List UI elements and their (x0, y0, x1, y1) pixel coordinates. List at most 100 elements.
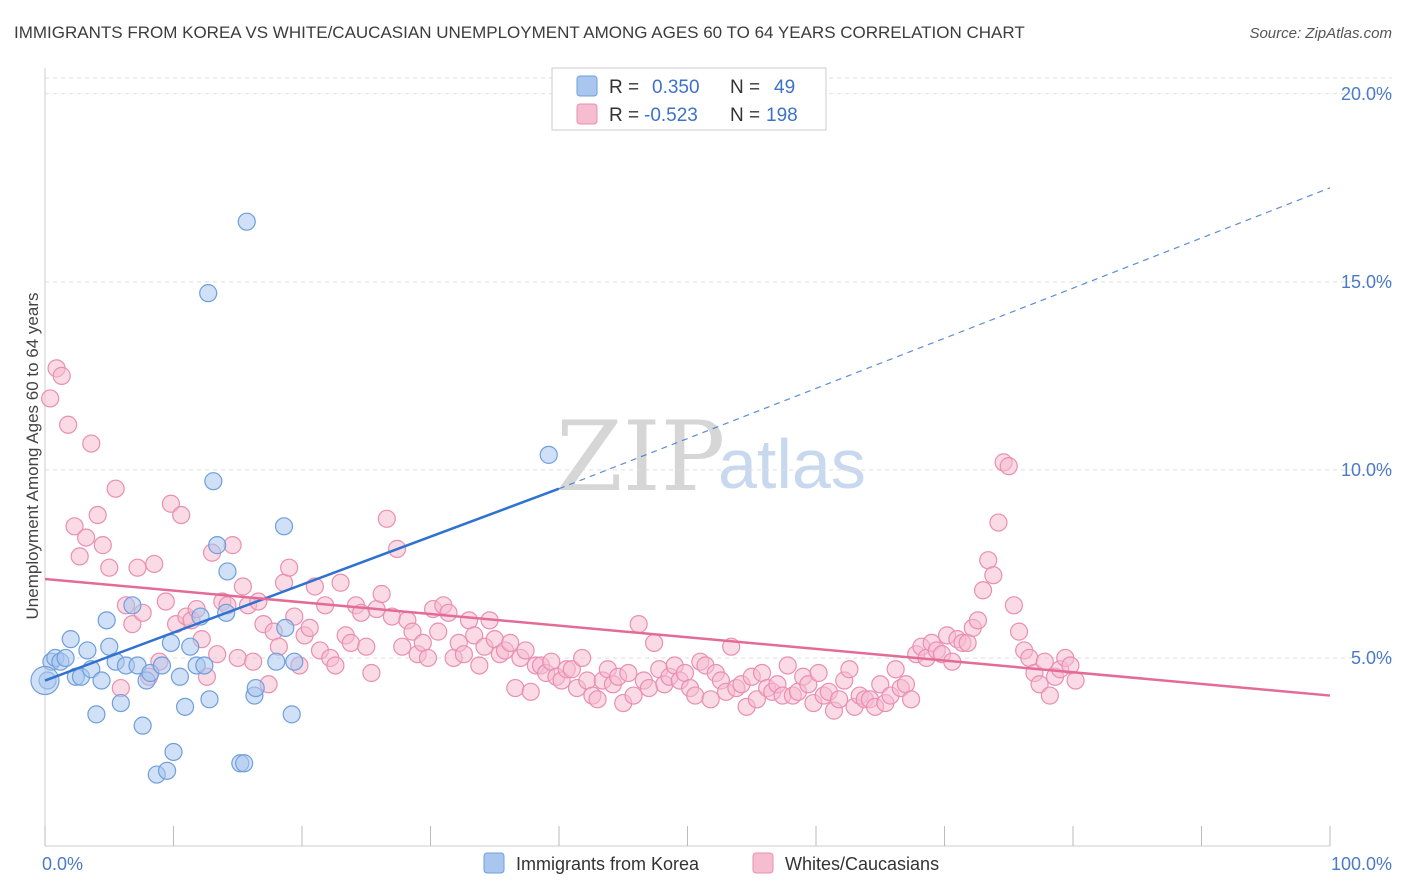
korea-point-29 (181, 637, 200, 656)
whites-point-162 (886, 660, 905, 679)
whites-point-111 (624, 686, 643, 705)
whites-point-126 (701, 690, 720, 709)
whites-point-81 (470, 656, 489, 675)
whites-point-35 (233, 577, 252, 596)
stats-legend: R = 0.350 N = 49 R = -0.523 N = 198 (551, 67, 827, 131)
korea-point-34 (208, 536, 227, 555)
korea-point-46 (276, 618, 295, 637)
legend-n-label-2: N = (730, 105, 760, 126)
legend-r-label-1: R = (609, 77, 639, 98)
whites-point-60 (362, 663, 381, 683)
whites-point-54 (331, 573, 350, 592)
korea-point-32 (195, 656, 214, 675)
whites-point-10 (100, 558, 119, 577)
korea-point-41 (237, 212, 256, 231)
whites-point-62 (372, 584, 391, 604)
whites-point-6 (77, 528, 96, 547)
korea-trend-line (44, 487, 560, 682)
whites-point-135 (747, 690, 766, 709)
whites-point-147 (809, 663, 828, 683)
legend-n-value-2: 198 (766, 105, 798, 126)
x-tick-labels: 0.0% 100.0% (42, 854, 1392, 874)
korea-point-47 (282, 705, 301, 724)
whites-point-11 (106, 479, 125, 498)
whites-point-0 (41, 389, 60, 408)
stats-legend-box (551, 67, 827, 131)
korea-point-4 (56, 648, 75, 668)
whites-point-87 (501, 633, 520, 653)
whites-point-115 (644, 633, 664, 653)
korea-point-17 (123, 596, 142, 615)
whites-point-180 (979, 551, 998, 570)
whites-point-182 (989, 513, 1008, 532)
korea-point-26 (164, 742, 183, 762)
whites-point-121 (675, 663, 695, 683)
korea-point-12 (97, 611, 116, 630)
whites-point-3 (59, 415, 78, 434)
korea-point-48 (285, 652, 304, 671)
whites-point-2 (52, 366, 71, 385)
whites-point-20 (156, 592, 175, 611)
gridlines (45, 77, 1392, 659)
bottom-legend-swatch-blue (483, 852, 505, 874)
whites-point-4 (65, 517, 84, 536)
whites-point-184 (999, 457, 1018, 476)
whites-point-159 (871, 675, 890, 694)
whites-point-185 (1004, 596, 1023, 615)
korea-point-40 (235, 754, 254, 773)
whites-point-42 (269, 637, 288, 656)
whites-point-56 (341, 633, 360, 653)
whites-point-123 (686, 686, 705, 705)
whites-point-165 (901, 690, 921, 709)
korea-point-49 (539, 445, 558, 464)
watermark: ZIP atlas (556, 401, 866, 513)
korea-point-38 (218, 562, 237, 581)
chart-title: IMMIGRANTS FROM KOREA VS WHITE/CAUCASIAN… (14, 23, 1025, 42)
korea-point-15 (111, 693, 130, 713)
whites-point-190 (1030, 675, 1049, 694)
korea-point-10 (87, 705, 106, 724)
whites-point-79 (459, 611, 479, 630)
korea-point-5 (61, 630, 80, 649)
whites-point-178 (968, 611, 988, 630)
legend-swatch-pink (576, 103, 598, 125)
watermark-atlas: atlas (718, 425, 866, 503)
x-tick-label-0: 0.0% (42, 854, 83, 874)
korea-point-13 (100, 637, 119, 656)
korea-point-28 (175, 697, 195, 716)
whites-point-99 (562, 660, 581, 679)
korea-point-36 (204, 472, 223, 491)
whites-point-63 (377, 509, 396, 528)
whites-point-8 (88, 505, 107, 525)
whites-point-136 (752, 663, 772, 683)
whites-point-70 (413, 633, 432, 653)
korea-point-24 (157, 761, 177, 780)
whites-point-153 (840, 660, 859, 679)
chart-source: Source: ZipAtlas.com (1249, 25, 1392, 42)
whites-point-91 (521, 682, 540, 701)
whites-point-114 (639, 678, 659, 698)
korea-point-11 (92, 671, 111, 690)
whites-point-191 (1035, 652, 1054, 671)
whites-point-151 (830, 690, 849, 709)
korea-point-44 (267, 652, 286, 671)
whites-point-197 (1066, 671, 1085, 690)
legend-n-value-1: 49 (774, 77, 795, 98)
axes (44, 68, 1331, 847)
whites-point-164 (896, 675, 916, 694)
whites-point-44 (280, 558, 299, 577)
whites-point-181 (984, 566, 1003, 585)
whites-point-23 (172, 505, 191, 525)
whites-point-9 (93, 536, 112, 555)
legend-r-value-1: 0.350 (652, 77, 700, 98)
korea-point-19 (133, 716, 152, 735)
whites-point-188 (1020, 648, 1039, 668)
whites-trend-line (44, 577, 1331, 697)
whites-point-18 (145, 554, 164, 574)
whites-point-110 (619, 663, 638, 683)
whites-point-192 (1040, 686, 1059, 705)
whites-point-15 (128, 558, 147, 577)
whites-point-90 (516, 641, 535, 660)
immigrants-from-korea-points (30, 212, 558, 784)
whites-point-5 (70, 547, 89, 566)
